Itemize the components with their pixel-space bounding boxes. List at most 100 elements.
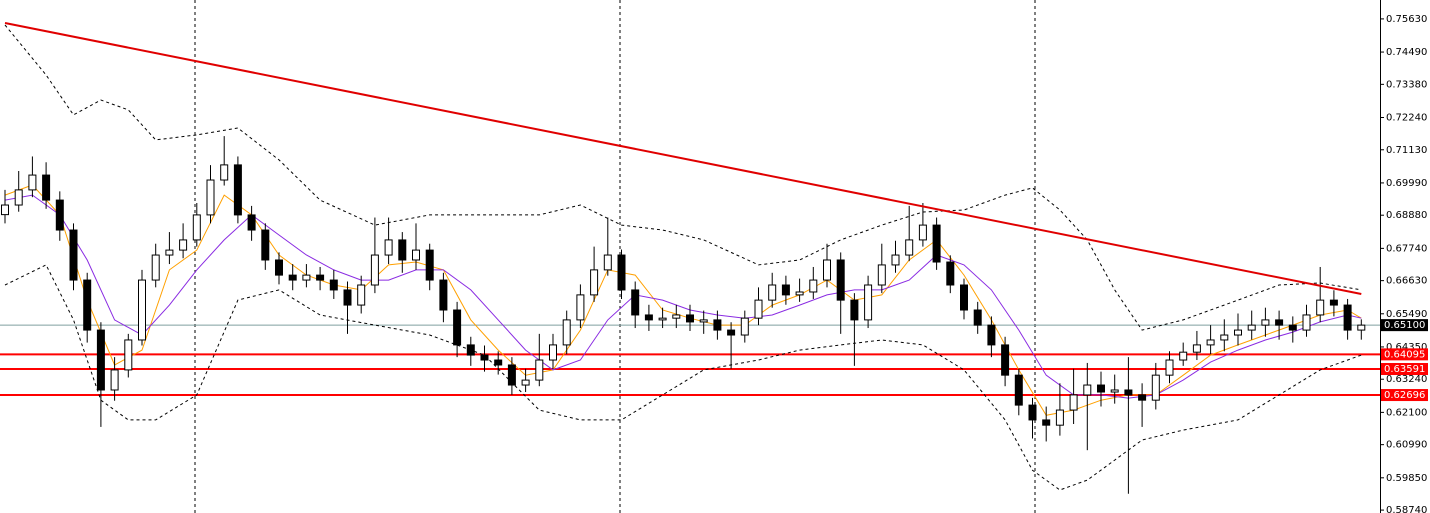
candle-body (932, 224, 941, 263)
candle-body (1028, 404, 1037, 421)
candle-body (973, 309, 982, 326)
candle-body (1151, 374, 1160, 401)
current-price-box (1381, 319, 1428, 332)
y-tick-label: 0.63240 (1386, 374, 1427, 385)
y-tick-label: 0.71130 (1386, 145, 1427, 156)
candle-body (877, 264, 886, 286)
candle-body (1220, 334, 1229, 341)
candle-body (494, 359, 503, 366)
candle-body (1124, 389, 1133, 396)
y-tick-label: 0.66630 (1386, 276, 1427, 287)
candle-body (1206, 339, 1215, 346)
candle-body (1069, 394, 1078, 411)
candle-body (836, 259, 845, 301)
y-tick-label: 0.68880 (1386, 210, 1427, 221)
candle-body (1302, 314, 1311, 331)
candle-body (823, 259, 831, 281)
candle-body (1014, 374, 1023, 406)
candle-body (1179, 351, 1188, 361)
candle-body (946, 261, 955, 286)
candle-body (809, 279, 818, 293)
candle-body (370, 254, 379, 286)
candle-body (631, 289, 640, 316)
candle-body (28, 174, 37, 191)
candle-body (1261, 319, 1270, 326)
candle-body (1138, 394, 1147, 401)
current-price-label: 0.65100 (1384, 320, 1425, 331)
y-tick-label: 0.60990 (1386, 440, 1427, 451)
candle-body (795, 291, 804, 296)
candle-body (192, 214, 201, 241)
candle-body (1042, 419, 1051, 426)
candle-body (754, 299, 763, 319)
y-tick-label: 0.75630 (1386, 14, 1427, 25)
candle-body (1110, 389, 1119, 393)
candle-body (535, 359, 544, 381)
candle-body (1001, 344, 1010, 376)
candle-body (1329, 299, 1338, 306)
candle-body (1343, 304, 1352, 331)
candle-body (42, 174, 51, 201)
candle-body (891, 254, 900, 266)
candle-body (316, 274, 325, 281)
y-tick-label: 0.65490 (1386, 309, 1427, 320)
candle-body (727, 329, 736, 336)
candle-body (83, 279, 92, 331)
candle-body (55, 199, 64, 231)
candle-body (288, 274, 297, 281)
candle-body (69, 229, 78, 281)
y-tick-label: 0.59850 (1386, 473, 1427, 484)
candle-body (220, 164, 229, 181)
candle-body (918, 224, 927, 241)
y-tick-label: 0.69990 (1386, 178, 1427, 189)
candle-body (1247, 324, 1256, 331)
level-label-box (1381, 389, 1428, 402)
y-tick-label: 0.58740 (1386, 505, 1427, 513)
y-tick-label: 0.64350 (1386, 342, 1427, 353)
candle-body (850, 299, 859, 321)
candle-body (686, 314, 694, 323)
y-tick-label: 0.73380 (1386, 79, 1427, 90)
indicator-line (4, 24, 1362, 331)
candle-body (617, 254, 626, 291)
candle-body (644, 314, 653, 321)
candle-body (1192, 344, 1201, 353)
candle-body (549, 344, 557, 361)
candle-body (179, 239, 188, 251)
candle-body (357, 284, 366, 306)
candle-body (768, 284, 777, 301)
candle-body (699, 319, 708, 323)
candle-body (1083, 384, 1092, 396)
candle-body (1275, 319, 1284, 326)
candle-body (576, 294, 585, 321)
candle-body (603, 254, 612, 271)
candle-body (165, 249, 174, 256)
candle-body (658, 317, 667, 321)
candle-body (1288, 324, 1297, 331)
y-tick-label: 0.62100 (1386, 407, 1427, 418)
level-label-box (1381, 348, 1428, 361)
candle-body (1165, 359, 1174, 376)
level-label-box (1381, 363, 1428, 376)
candle-body (151, 254, 160, 281)
candle-body (275, 259, 283, 276)
candle-body (439, 279, 448, 311)
y-tick-label: 0.74490 (1386, 47, 1427, 58)
candle-body (1316, 299, 1325, 316)
candle-body (905, 239, 914, 256)
candle-body (425, 249, 434, 281)
candle-body (302, 274, 311, 281)
candle-body (124, 339, 133, 371)
y-tick-label: 0.67740 (1386, 243, 1427, 254)
candle-body (590, 269, 599, 296)
candle-body (14, 189, 23, 206)
candle-body (562, 319, 571, 346)
level-label: 0.62696 (1384, 390, 1425, 401)
candle-body (384, 239, 393, 256)
candle-body (206, 179, 215, 216)
candle-body (261, 229, 270, 261)
indicator-line (4, 264, 1362, 491)
candle-body (412, 249, 420, 261)
candle-body (480, 354, 489, 361)
